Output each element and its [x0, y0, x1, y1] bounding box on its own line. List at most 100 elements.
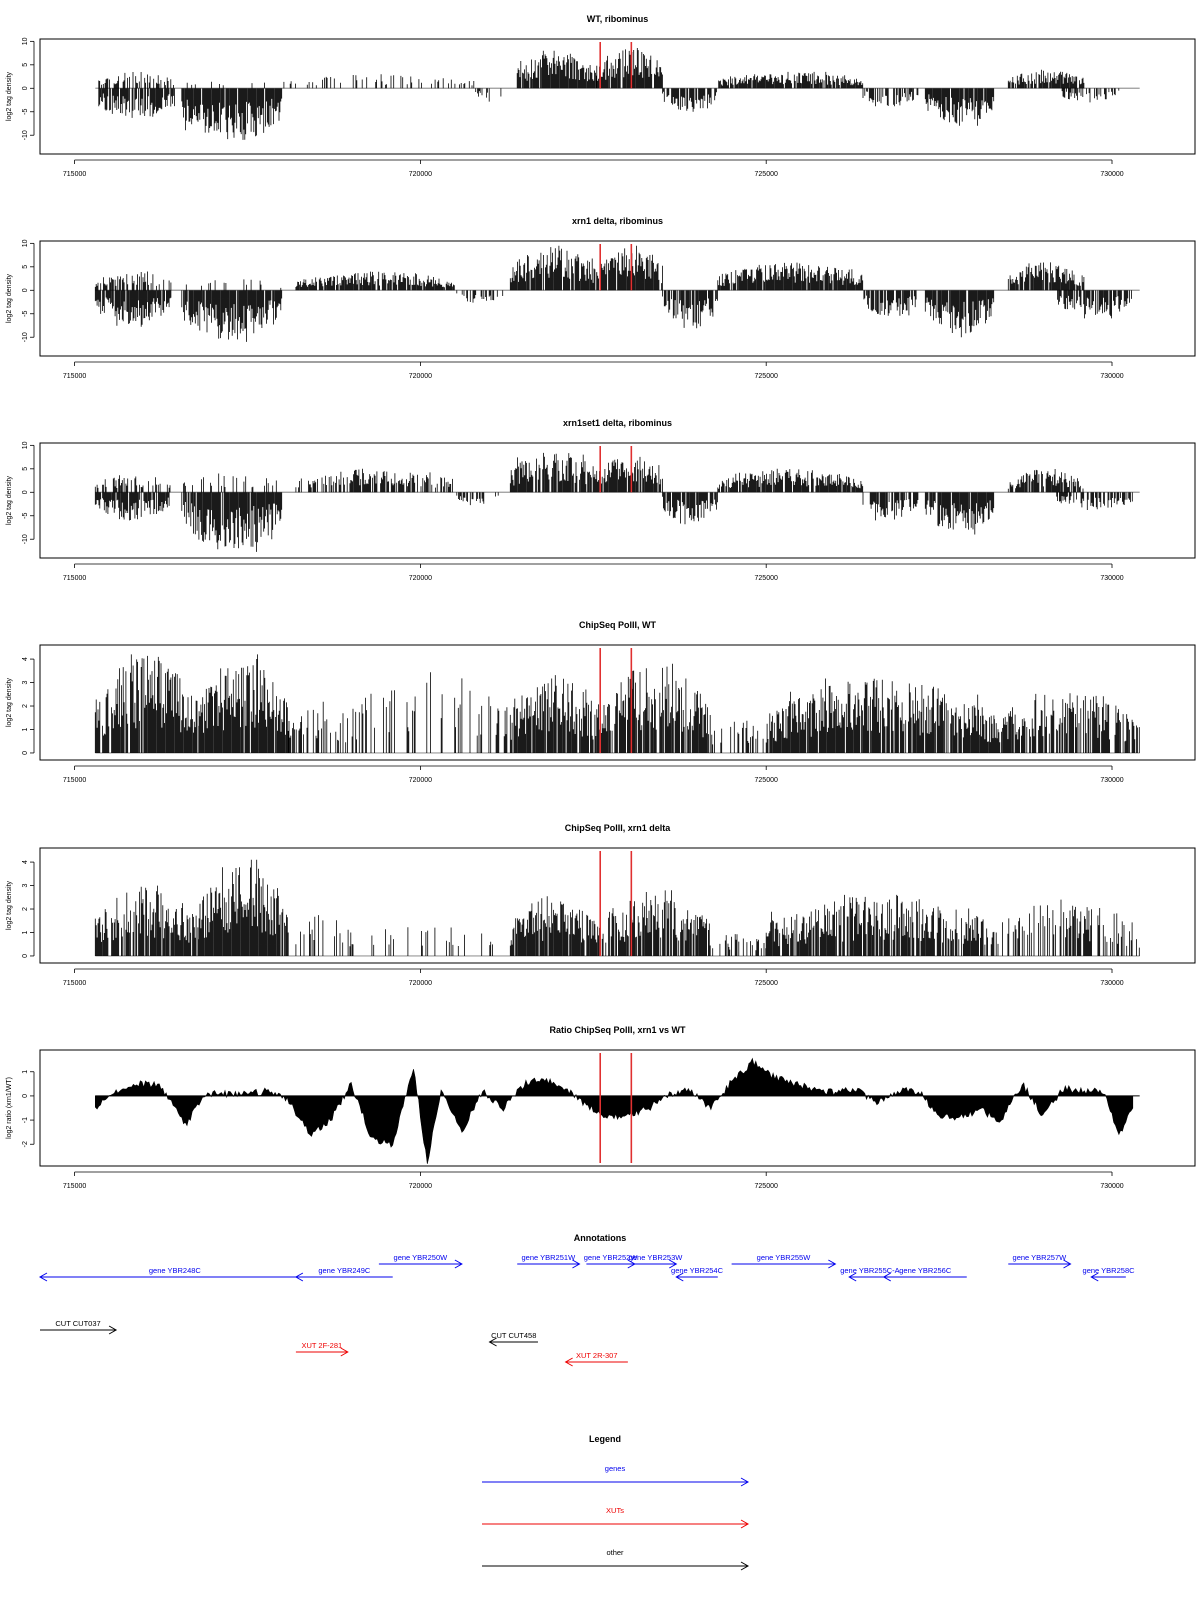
legend-item-label: XUTs: [606, 1506, 624, 1515]
feature-label: gene YBR258C: [1083, 1266, 1136, 1275]
feature-label: gene YBR249C: [318, 1266, 371, 1275]
legend-item-xut: XUTs: [482, 1506, 750, 1529]
legend-item-gene: genes: [482, 1464, 750, 1487]
feature-label: gene YBR248C: [149, 1266, 202, 1275]
feature-gene: gene YBR254C: [671, 1266, 724, 1282]
feature-arrow-head: [340, 1347, 349, 1357]
panel-title: Ratio ChipSeq PolII, xrn1 vs WT: [549, 1025, 686, 1035]
feature-label: gene YBR255W: [757, 1253, 812, 1262]
feature-arrow-head: [454, 1259, 463, 1269]
feature-label: gene YBR251W: [522, 1253, 577, 1262]
y-tick-label: 1: [22, 930, 29, 934]
y-tick-label: 0: [22, 86, 29, 90]
x-tick-label: 720000: [409, 1183, 432, 1190]
y-tick-label: -2: [22, 1141, 29, 1147]
x-tick-label: 715000: [63, 171, 86, 178]
y-tick-label: -1: [22, 1117, 29, 1123]
legend-title: Legend: [589, 1434, 621, 1444]
feature-gene: gene YBR252W: [584, 1253, 638, 1269]
panel-2: xrn1 delta, ribominus log2 tag density -10…: [6, 216, 1196, 380]
y-tick-label: -10: [22, 130, 29, 140]
legend: Legend genes XUTs other: [482, 1434, 750, 1571]
feature-xut: XUT 2R-307: [564, 1351, 628, 1367]
y-tick-label: 5: [22, 63, 29, 67]
plot-frame: [39, 644, 1196, 761]
feature-label: XUT 2F-281: [301, 1341, 342, 1350]
y-axis-label: log2 ratio (xrn1/WT): [6, 1077, 13, 1139]
y-tick-label: -10: [22, 534, 29, 544]
signal-bars: [94, 859, 1140, 956]
feature-gene: gene YBR253W: [629, 1253, 684, 1269]
x-tick-label: 730000: [1100, 1183, 1123, 1190]
feature-arrow-head: [882, 1272, 892, 1282]
panel-title: ChipSeq PolII, WT: [579, 620, 656, 630]
y-axis-label: log2 tag density: [6, 71, 13, 121]
feature-other: CUT CUT458: [488, 1331, 538, 1347]
feature-gene: gene YBR258C: [1083, 1266, 1136, 1282]
panel-1: WT, ribominus log2 tag density -10 -5 0 5 10 71…: [6, 14, 1196, 178]
x-tick-label: 730000: [1100, 575, 1123, 582]
x-tick-label: 725000: [755, 373, 778, 380]
y-tick-label: 1: [22, 727, 29, 731]
x-tick-label: 720000: [409, 575, 432, 582]
panel-title: xrn1 delta, ribominus: [572, 216, 663, 226]
x-tick-label: 725000: [755, 575, 778, 582]
feature-gene: gene YBR251W: [517, 1253, 581, 1269]
feature-arrow-head: [675, 1272, 684, 1282]
plot-frame: [39, 847, 1196, 964]
feature-label: gene YBR254C: [671, 1266, 724, 1275]
y-tick-label: 3: [22, 884, 29, 888]
legend-arrow-head: [740, 1519, 750, 1529]
feature-arrow-head: [828, 1259, 837, 1269]
x-tick-label: 720000: [409, 777, 432, 784]
x-tick-label: 730000: [1100, 171, 1123, 178]
feature-other: CUT CUT037: [40, 1319, 118, 1335]
feature-arrow-head: [1090, 1272, 1099, 1282]
x-tick-label: 720000: [409, 171, 432, 178]
x-tick-label: 715000: [63, 777, 86, 784]
feature-label: gene YBR253W: [629, 1253, 684, 1262]
y-tick-label: 4: [22, 657, 29, 661]
feature-arrow-head: [108, 1325, 118, 1335]
feature-gene: gene YBR248C: [38, 1266, 310, 1282]
panel-6: Ratio ChipSeq PolII, xrn1 vs WT log2 rati…: [6, 1025, 1196, 1190]
legend-item-label: other: [606, 1548, 624, 1557]
legend-arrow-head: [740, 1561, 750, 1571]
panel-5: ChipSeq PolII, xrn1 delta log2 tag densit…: [6, 823, 1196, 987]
y-tick-label: -10: [22, 332, 29, 342]
y-tick-label: 3: [22, 681, 29, 685]
feature-label: CUT CUT037: [55, 1319, 100, 1328]
y-tick-label: 1: [22, 1070, 29, 1074]
x-tick-label: 730000: [1100, 777, 1123, 784]
signal-bars: [94, 245, 1132, 342]
y-tick-label: 10: [22, 441, 29, 449]
x-tick-label: 730000: [1100, 980, 1123, 987]
signal-bars: [94, 654, 1140, 753]
x-tick-label: 715000: [63, 373, 86, 380]
feature-label: gene YBR250W: [394, 1253, 449, 1262]
x-tick-label: 725000: [755, 1183, 778, 1190]
legend-item-other: other: [482, 1548, 750, 1571]
feature-arrow-head: [38, 1272, 48, 1282]
feature-label: gene YBR255C-A: [840, 1266, 899, 1275]
feature-gene: gene YBR249C: [294, 1266, 393, 1282]
y-tick-label: 0: [22, 751, 29, 755]
panel-title: xrn1set1 delta, ribominus: [563, 418, 672, 428]
feature-arrow-head: [1063, 1259, 1072, 1269]
y-tick-label: -5: [22, 311, 29, 317]
signal-bars: [98, 48, 1120, 140]
x-tick-label: 725000: [755, 171, 778, 178]
panel-3: xrn1set1 delta, ribominus log2 tag densit…: [6, 418, 1196, 582]
feature-gene: gene YBR250W: [378, 1253, 463, 1269]
feature-gene: gene YBR257W: [1008, 1253, 1072, 1269]
feature-arrow-head: [488, 1337, 497, 1347]
y-tick-label: -5: [22, 109, 29, 115]
feature-label: CUT CUT458: [491, 1331, 536, 1340]
x-tick-label: 715000: [63, 980, 86, 987]
ratio-area: [95, 1057, 1134, 1164]
panel-title: WT, ribominus: [587, 14, 649, 24]
annotations-title: Annotations: [574, 1233, 627, 1243]
y-tick-label: 2: [22, 907, 29, 911]
